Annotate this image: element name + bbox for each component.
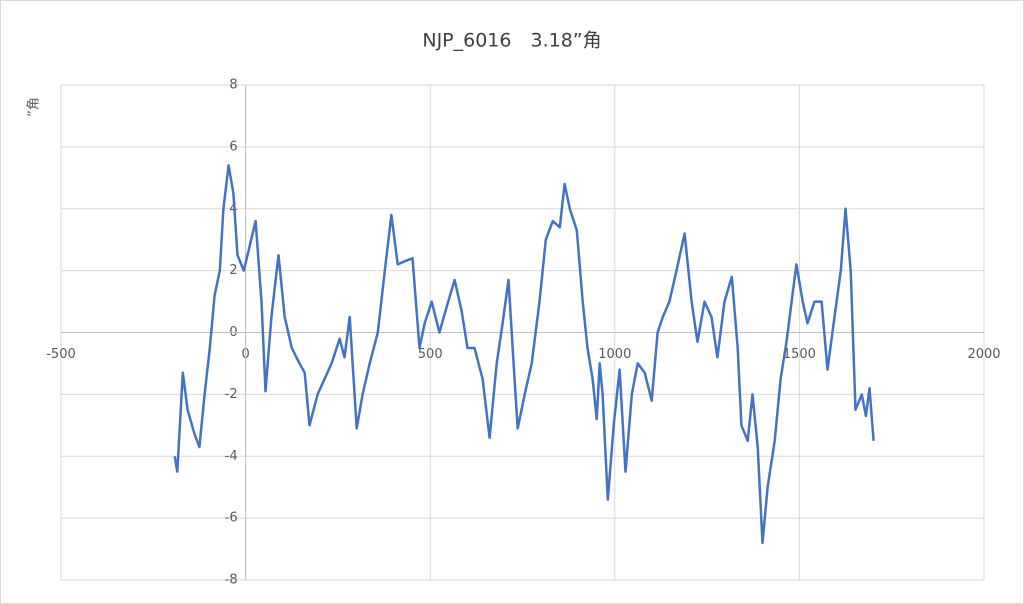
x-tick-label: 500 — [418, 347, 443, 362]
y-tick-label: 8 — [229, 78, 237, 93]
y-axis-label: ”角 — [27, 97, 42, 117]
y-tick-label: -4 — [225, 449, 238, 464]
x-tick-label: 1000 — [598, 347, 631, 362]
x-tick-label: 2000 — [967, 347, 1000, 362]
y-tick-label: -2 — [225, 387, 238, 402]
y-tick-label: -6 — [225, 511, 238, 526]
y-tick-label: -8 — [225, 573, 238, 588]
data-line — [173, 164, 875, 545]
y-tick-label: 2 — [229, 263, 237, 278]
x-tick-label: 1500 — [783, 347, 816, 362]
chart-title: NJP_6016 3.18”角 — [422, 30, 601, 52]
x-tick-label: -500 — [46, 347, 76, 362]
y-tick-label: 6 — [229, 139, 237, 154]
